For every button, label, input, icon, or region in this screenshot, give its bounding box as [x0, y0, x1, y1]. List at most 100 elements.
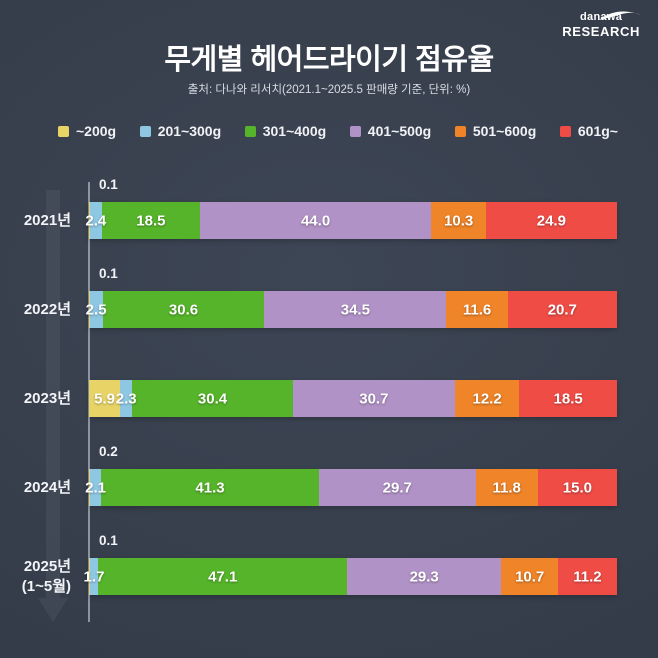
category-label: 2023년 — [0, 380, 79, 417]
value-label: 15.0 — [562, 479, 592, 496]
legend-swatch-icon — [559, 125, 571, 137]
legend-swatch-icon — [244, 125, 256, 137]
bar-segment--200g — [89, 291, 90, 328]
chart-row-2023년: 2023년 5.9 2.3 30.4 30.7 12.2 18.5 — [0, 380, 658, 417]
bar-segment--200g: 5.9 — [89, 380, 121, 417]
bar-segment-301-400g: 41.3 — [101, 469, 319, 506]
category-label-line: 2022년 — [23, 300, 71, 318]
bar-segment-501-600g: 11.6 — [446, 291, 508, 328]
bar-segment-601g-: 15.0 — [537, 469, 617, 506]
value-label: 2.5 — [85, 301, 107, 318]
bar-segment-401-500g: 30.7 — [292, 380, 455, 417]
value-label: 34.5 — [340, 301, 370, 318]
category-label-line: 2025년 — [23, 558, 71, 575]
logo-swoosh-icon — [597, 8, 643, 26]
value-label: 2.3 — [115, 390, 137, 407]
value-label: 2.4 — [85, 212, 107, 229]
category-label: 2022년 — [0, 291, 79, 328]
danawa-research-logo: danawa RESEARCH — [562, 11, 641, 39]
value-label: 11.6 — [462, 301, 492, 318]
value-label-outside: 0.1 — [99, 266, 118, 281]
bar-segment-301-400g: 30.4 — [132, 380, 293, 417]
value-label: 47.1 — [208, 568, 238, 585]
bar-segment-301-400g: 47.1 — [98, 558, 347, 595]
legend-item--200g: ~200g — [58, 123, 116, 139]
legend-item-501-600g: 501~600g — [454, 123, 537, 139]
value-label: 5.9 — [94, 390, 115, 407]
value-label-outside: 0.1 — [99, 533, 118, 548]
bar-segment--200g — [89, 469, 91, 506]
bar-segment-201-300g: 1.7 — [84, 558, 104, 595]
bar-segment-601g-: 20.7 — [507, 291, 617, 328]
legend-swatch-icon — [454, 125, 466, 137]
value-label: 10.7 — [515, 568, 545, 585]
bar-segment-401-500g: 29.7 — [318, 469, 476, 506]
value-label: 44.0 — [300, 212, 331, 229]
chart-row-2022년: 2022년 0.1 2.5 30.6 34.5 11.6 20.7 — [0, 267, 658, 328]
stacked-bar: 2.4 18.5 44.0 10.3 24.9 — [85, 202, 617, 239]
stacked-bar-chart: 2021년 0.1 2.4 18.5 44.0 10.3 24.9 2022년 0.1 2.5 30… — [0, 177, 658, 650]
value-label: 20.7 — [547, 301, 577, 318]
bar-segment-501-600g: 11.8 — [475, 469, 538, 506]
category-label: 2025년 (1~5월) — [0, 558, 79, 595]
value-label: 29.3 — [409, 568, 439, 585]
value-label: 10.3 — [444, 212, 474, 229]
legend-item-201-300g: 201~300g — [139, 123, 222, 139]
stacked-bar: 5.9 2.3 30.4 30.7 12.2 18.5 — [89, 380, 617, 417]
bar-segment-401-500g: 29.3 — [346, 558, 502, 595]
value-label: 18.5 — [553, 390, 583, 407]
legend-item-401-500g: 401~500g — [349, 123, 432, 139]
bar-segment-401-500g: 44.0 — [199, 202, 432, 239]
value-label: 1.7 — [83, 568, 105, 585]
legend-swatch-icon — [58, 125, 69, 137]
bar-segment-601g-: 11.2 — [557, 558, 617, 595]
timeline-arrow-head-icon — [38, 598, 68, 622]
bar-segment-501-600g: 10.7 — [501, 558, 558, 595]
bar-segment-201-300g: 2.4 — [85, 202, 106, 239]
bar-segment-201-300g: 2.1 — [85, 469, 106, 506]
stacked-bar: 2.5 30.6 34.5 11.6 20.7 — [86, 291, 617, 328]
legend-label: ~200g — [76, 123, 117, 139]
legend-swatch-icon — [139, 125, 151, 137]
value-label: 29.7 — [382, 479, 412, 496]
bar-segment--200g — [89, 558, 90, 595]
category-label-line: 2021년 — [23, 211, 71, 229]
legend-label: 601g~ — [577, 123, 618, 139]
value-label: 24.9 — [536, 212, 566, 229]
bar-segment-301-400g: 18.5 — [102, 202, 200, 239]
value-label: 30.6 — [168, 301, 199, 318]
legend-label: 401~500g — [367, 123, 432, 139]
legend-swatch-icon — [349, 125, 361, 137]
category-label-line: (1~5월) — [21, 577, 71, 595]
category-label-line: 2024년 — [23, 478, 71, 496]
legend-item-301-400g: 301~400g — [244, 123, 327, 139]
legend-label: 501~600g — [472, 123, 537, 139]
value-label-outside: 0.1 — [99, 177, 118, 192]
y-axis-line — [88, 182, 90, 622]
category-label-line: 2023년 — [23, 389, 71, 407]
category-label: 2024년 — [0, 469, 79, 506]
value-label: 11.2 — [573, 568, 602, 585]
value-label-outside: 0.2 — [99, 444, 118, 459]
bar-segment-601g-: 18.5 — [519, 380, 617, 417]
source-subtitle: 출처: 다나와 리서치(2021.1~2025.5 판매량 기준, 단위: %) — [187, 84, 471, 96]
bar-segment-201-300g: 2.5 — [86, 291, 107, 328]
value-label: 2.1 — [85, 479, 107, 496]
chart-row-2025년: 2025년 (1~5월) 0.1 1.7 47.1 29.3 10.7 11.2 — [0, 534, 658, 595]
stacked-bar: 1.7 47.1 29.3 10.7 11.2 — [84, 558, 617, 595]
value-label: 41.3 — [195, 479, 225, 496]
bar-segment-401-500g: 34.5 — [264, 291, 447, 328]
chart-row-2024년: 2024년 0.2 2.1 41.3 29.7 11.8 15.0 — [0, 445, 658, 506]
stacked-bar: 2.1 41.3 29.7 11.8 15.0 — [85, 469, 617, 506]
logo-research-text: RESEARCH — [562, 24, 640, 39]
bar-segment--200g — [89, 202, 90, 239]
bar-segment-601g-: 24.9 — [485, 202, 617, 239]
value-label: 30.4 — [197, 390, 228, 407]
category-label: 2021년 — [0, 202, 79, 239]
page-title: 무게별 헤어드라이기 점유율 — [164, 44, 494, 76]
legend-label: 201~300g — [157, 123, 222, 139]
legend-label: 301~400g — [262, 123, 327, 139]
value-label: 18.5 — [136, 212, 166, 229]
value-label: 12.2 — [472, 390, 502, 407]
